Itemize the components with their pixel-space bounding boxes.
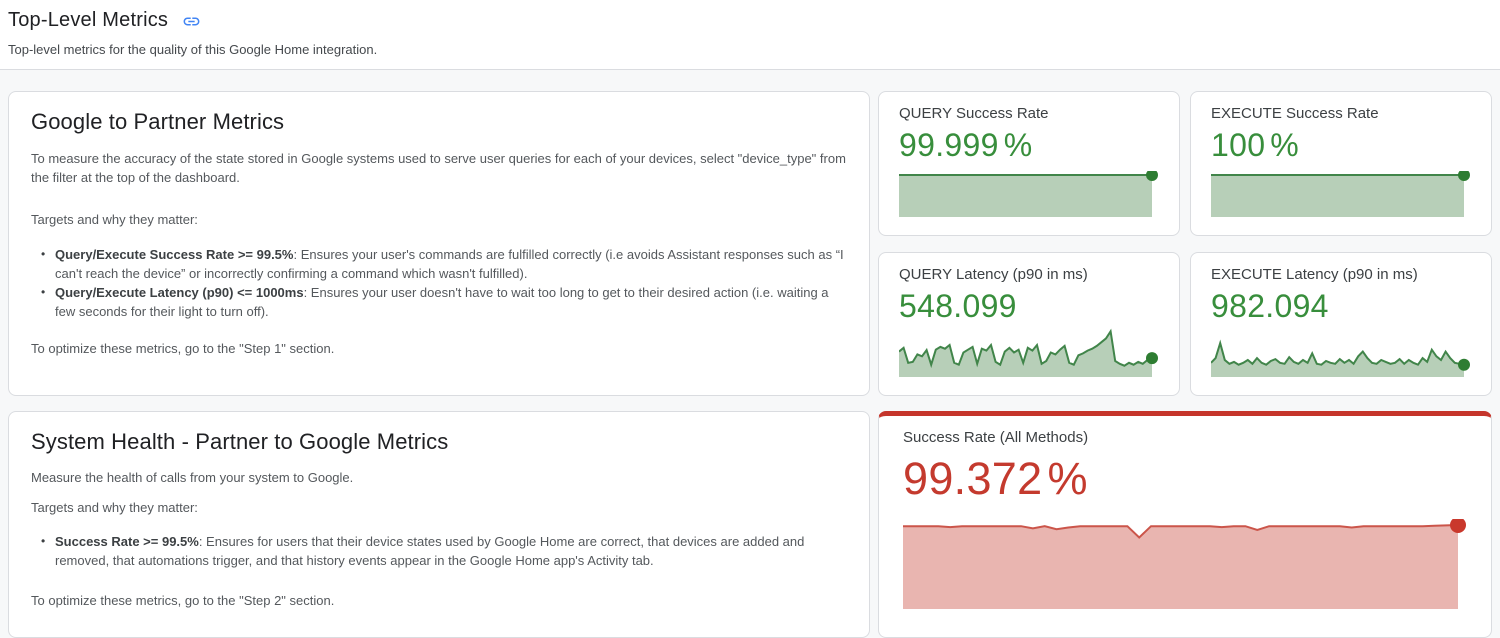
execute-success-rate-card: EXECUTE Success Rate 100% [1190, 91, 1492, 236]
metric-value: 548.099 [899, 287, 1017, 324]
query-success-rate-card: QUERY Success Rate 99.999% [878, 91, 1180, 236]
targets-list: Success Rate >= 99.5%: Ensures for users… [31, 532, 847, 570]
page-subtitle: Top-level metrics for the quality of thi… [8, 42, 378, 57]
metric-unit: % [1047, 453, 1088, 504]
bullet-bold-text: Query/Execute Success Rate >= 99.5% [55, 247, 294, 262]
targets-label: Targets and why they matter: [31, 500, 198, 515]
metric-title: EXECUTE Success Rate [1211, 105, 1379, 122]
metric-value: 99.372% [903, 453, 1088, 504]
execute-latency-card: EXECUTE Latency (p90 in ms) 982.094 [1190, 251, 1492, 396]
list-item: Success Rate >= 99.5%: Ensures for users… [31, 532, 847, 570]
metric-value: 982.094 [1211, 287, 1329, 324]
link-icon[interactable] [182, 12, 201, 31]
bullet-bold-text: Query/Execute Latency (p90) <= 1000ms [55, 285, 304, 300]
query-success-sparkline-chart[interactable] [899, 168, 1159, 217]
query-latency-sparkline-chart[interactable] [898, 325, 1159, 377]
bullet-text: : Ensures your user's commands are fulfi… [55, 247, 844, 281]
bullet-text: : Ensures your user doesn't have to wait… [55, 285, 829, 319]
page-title: Top-Level Metrics [8, 8, 169, 31]
google-to-partner-card: Google to Partner Metrics To measure the… [8, 91, 870, 396]
bullet-bold-text: Success Rate >= 99.5% [55, 534, 199, 549]
metric-value: 99.999% [899, 127, 1033, 163]
card-intro: Measure the health of calls from your sy… [31, 470, 354, 485]
execute-success-sparkline-chart[interactable] [1211, 168, 1471, 217]
bullet-text: : Ensures for users that their device st… [55, 534, 805, 568]
metric-unit: % [1270, 127, 1300, 163]
targets-list: Query/Execute Success Rate >= 99.5%: Ens… [31, 245, 847, 321]
card-title: Google to Partner Metrics [31, 109, 285, 134]
header-divider [0, 69, 1500, 70]
content-background: Google to Partner Metrics To measure the… [0, 70, 1500, 638]
metric-unit: % [1003, 127, 1033, 163]
card-footer-note: To optimize these metrics, go to the "St… [31, 593, 335, 608]
list-item: Query/Execute Success Rate >= 99.5%: Ens… [31, 245, 847, 283]
card-intro: To measure the accuracy of the state sto… [31, 151, 846, 185]
targets-label: Targets and why they matter: [31, 212, 198, 227]
execute-latency-sparkline-chart[interactable] [1210, 325, 1471, 377]
query-latency-card: QUERY Latency (p90 in ms) 548.099 [878, 251, 1180, 396]
system-health-card: System Health - Partner to Google Metric… [8, 411, 870, 638]
metric-title: QUERY Latency (p90 in ms) [899, 265, 1088, 283]
metric-title: Success Rate (All Methods) [903, 429, 1089, 446]
metric-value: 100% [1211, 127, 1300, 163]
card-title: System Health - Partner to Google Metric… [31, 429, 449, 454]
all-methods-sparkline-chart[interactable] [903, 517, 1467, 609]
page-header: Top-Level Metrics Top-level metrics for … [8, 6, 1492, 58]
metric-title: EXECUTE Latency (p90 in ms) [1211, 265, 1418, 283]
metric-title: QUERY Success Rate [899, 105, 1049, 122]
card-footer-note: To optimize these metrics, go to the "St… [31, 341, 335, 356]
list-item: Query/Execute Latency (p90) <= 1000ms: E… [31, 283, 847, 321]
all-methods-success-rate-card: Success Rate (All Methods) 99.372% [878, 411, 1492, 638]
metric-grid: QUERY Success Rate 99.999% EXECUTE Succe… [878, 91, 1492, 396]
